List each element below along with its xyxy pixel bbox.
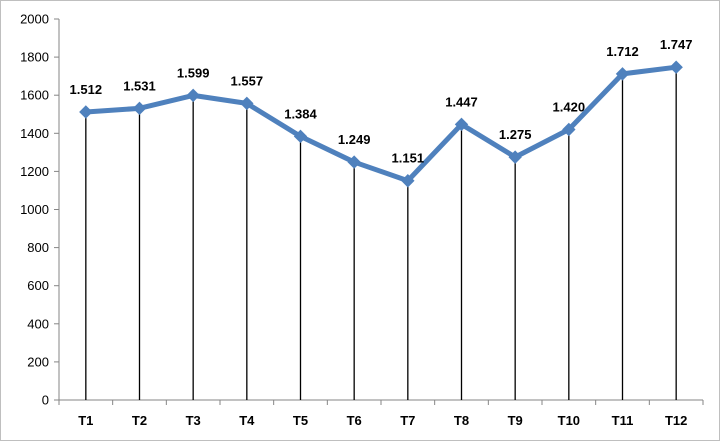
axes xyxy=(54,18,704,405)
y-tick-label: 2000 xyxy=(20,12,49,27)
drop-lines xyxy=(85,67,677,400)
y-tick-label: 1200 xyxy=(20,164,49,179)
x-category-label: T1 xyxy=(78,413,93,428)
data-label: 1.447 xyxy=(445,94,478,109)
data-point-marker xyxy=(347,155,361,169)
x-category-label: T8 xyxy=(454,413,469,428)
data-label: 1.531 xyxy=(123,78,156,93)
y-tick-label: 1600 xyxy=(20,88,49,103)
data-label: 1.275 xyxy=(499,127,532,142)
y-tick-label: 1400 xyxy=(20,126,49,141)
data-markers xyxy=(79,60,683,188)
y-tick-label: 600 xyxy=(27,278,49,293)
y-tick-label: 400 xyxy=(27,316,49,331)
x-category-label: T11 xyxy=(612,413,634,428)
x-category-label: T3 xyxy=(186,413,201,428)
x-category-label: T2 xyxy=(132,413,147,428)
data-point-marker xyxy=(562,122,576,137)
data-point-marker xyxy=(240,96,254,111)
data-point-marker xyxy=(132,101,147,116)
data-point-marker xyxy=(454,117,469,132)
x-category-label: T4 xyxy=(239,413,255,428)
x-category-label: T10 xyxy=(558,413,580,428)
data-label: 1.557 xyxy=(231,73,264,88)
data-label: 1.151 xyxy=(392,151,425,166)
data-point-marker xyxy=(508,150,522,164)
x-category-label: T9 xyxy=(508,413,523,428)
y-tick-label: 800 xyxy=(27,240,49,255)
y-tick-label: 200 xyxy=(27,354,49,369)
series-line xyxy=(83,64,679,184)
x-category-label: T7 xyxy=(400,413,415,428)
data-point-marker xyxy=(186,88,200,103)
data-point-marker xyxy=(79,105,93,119)
data-point-marker xyxy=(401,174,415,188)
x-category-label: T6 xyxy=(347,413,362,428)
data-label: 1.712 xyxy=(606,44,639,59)
data-label: 1.420 xyxy=(553,99,586,114)
data-point-marker xyxy=(615,67,630,81)
data-point-marker xyxy=(669,60,683,74)
x-category-label: T12 xyxy=(665,413,687,428)
y-axis-tick-labels: 0 200 400 600 800 1000 1200 1400 1600 1800 2000 xyxy=(20,12,49,408)
data-label: 1.599 xyxy=(177,65,210,80)
y-tick-label: 0 xyxy=(42,393,49,408)
data-label: 1.384 xyxy=(284,106,317,121)
data-labels: 1.512 1.531 1.599 1.557 1.384 1.249 1.151 1.447… xyxy=(70,37,693,166)
y-tick-label: 1800 xyxy=(20,50,49,65)
x-category-label: T5 xyxy=(293,413,308,428)
x-axis-category-labels: T1 T2 T3 T4 T5 T6 T7 T8 T9 T10 T11 T12 xyxy=(78,413,687,428)
data-point-marker xyxy=(293,129,308,144)
series-polyline xyxy=(83,64,679,184)
y-tick-label: 1000 xyxy=(20,202,49,217)
data-label: 1.747 xyxy=(660,37,693,52)
data-label: 1.512 xyxy=(70,82,103,97)
data-label: 1.249 xyxy=(338,132,371,147)
